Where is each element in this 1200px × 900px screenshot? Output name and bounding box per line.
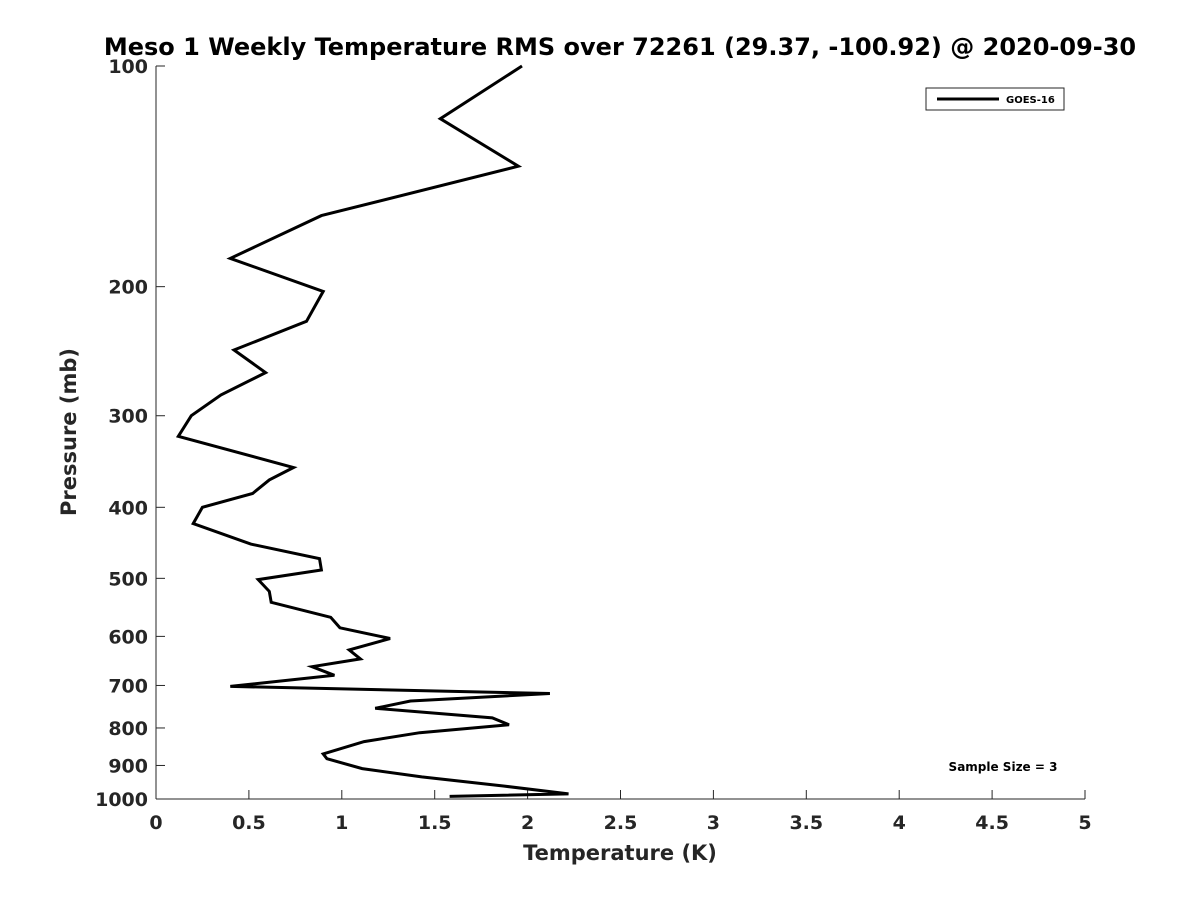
legend-label-goes-16: GOES-16 — [1006, 95, 1055, 106]
y-tick-label: 300 — [108, 406, 148, 428]
x-tick-label: 3.5 — [789, 812, 823, 834]
x-tick-label: 4.5 — [975, 812, 1009, 834]
y-tick-label: 900 — [108, 755, 148, 777]
x-tick-label: 4 — [893, 812, 906, 834]
x-tick-label: 2 — [521, 812, 534, 834]
sample-size-annotation: Sample Size = 3 — [949, 760, 1058, 774]
y-tick-label: 100 — [108, 56, 148, 78]
chart-title: Meso 1 Weekly Temperature RMS over 72261… — [104, 33, 1136, 61]
y-tick-label: 200 — [108, 277, 148, 299]
series-line-goes-16 — [175, 64, 569, 798]
x-tick-label: 5 — [1078, 812, 1091, 834]
x-tick-label: 2.5 — [604, 812, 638, 834]
y-tick-label: 500 — [108, 568, 148, 590]
x-tick-label: 1 — [335, 812, 348, 834]
x-axis-label: Temperature (K) — [523, 841, 717, 865]
y-axis-label: Pressure (mb) — [57, 348, 81, 516]
x-ticks: 0 0.5 1 1.5 2 2.5 3 3.5 4 4.5 5 — [149, 790, 1092, 834]
x-tick-label: 0 — [149, 812, 162, 834]
legend: GOES-16 — [925, 87, 1065, 111]
y-ticks: 100 200 300 400 500 600 700 800 900 1000 — [95, 56, 165, 811]
y-tick-label: 400 — [108, 497, 148, 519]
x-tick-label: 0.5 — [232, 812, 266, 834]
y-tick-label: 1000 — [95, 789, 148, 811]
series-layer — [175, 64, 569, 798]
x-tick-label: 3 — [707, 812, 720, 834]
y-tick-label: 800 — [108, 718, 148, 740]
y-tick-label: 700 — [108, 675, 148, 697]
y-tick-label: 600 — [108, 626, 148, 648]
x-tick-label: 1.5 — [418, 812, 452, 834]
